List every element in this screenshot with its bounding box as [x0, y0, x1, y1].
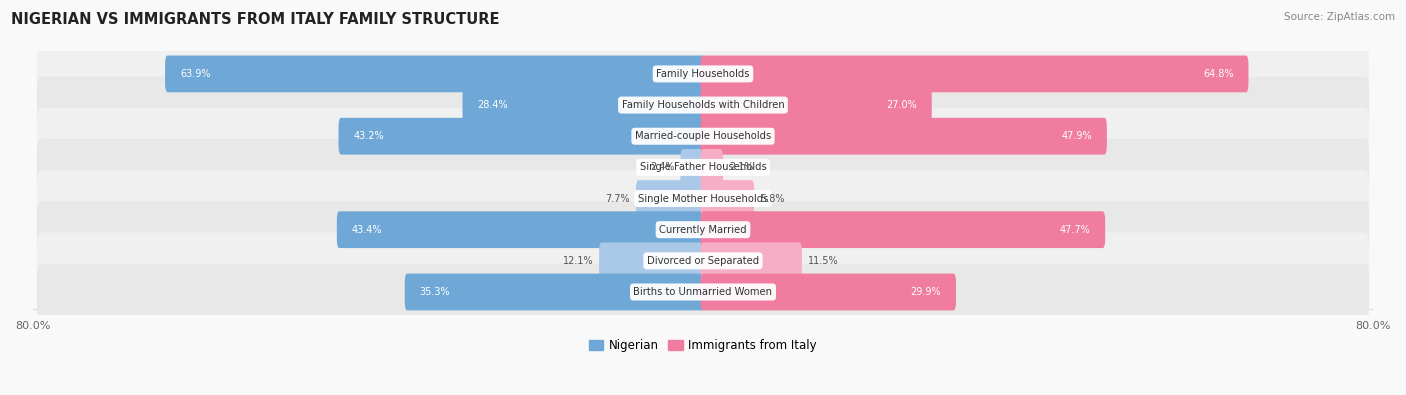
Text: Divorced or Separated: Divorced or Separated — [647, 256, 759, 266]
Text: 7.7%: 7.7% — [606, 194, 630, 203]
Text: 12.1%: 12.1% — [562, 256, 593, 266]
FancyBboxPatch shape — [337, 211, 706, 248]
FancyBboxPatch shape — [37, 263, 1369, 320]
Text: Married-couple Households: Married-couple Households — [636, 131, 770, 141]
FancyBboxPatch shape — [636, 180, 706, 217]
Text: Births to Unmarried Women: Births to Unmarried Women — [634, 287, 772, 297]
FancyBboxPatch shape — [700, 56, 1249, 92]
Text: Family Households with Children: Family Households with Children — [621, 100, 785, 110]
Text: Single Father Households: Single Father Households — [640, 162, 766, 172]
Text: 64.8%: 64.8% — [1204, 69, 1233, 79]
FancyBboxPatch shape — [37, 201, 1369, 258]
Text: 27.0%: 27.0% — [886, 100, 917, 110]
FancyBboxPatch shape — [700, 243, 801, 279]
FancyBboxPatch shape — [681, 149, 706, 186]
Text: Single Mother Households: Single Mother Households — [638, 194, 768, 203]
FancyBboxPatch shape — [599, 243, 706, 279]
Text: 43.4%: 43.4% — [352, 225, 382, 235]
FancyBboxPatch shape — [700, 149, 723, 186]
FancyBboxPatch shape — [37, 77, 1369, 134]
FancyBboxPatch shape — [37, 108, 1369, 165]
FancyBboxPatch shape — [700, 87, 932, 124]
Text: Source: ZipAtlas.com: Source: ZipAtlas.com — [1284, 12, 1395, 22]
Text: 28.4%: 28.4% — [478, 100, 508, 110]
Legend: Nigerian, Immigrants from Italy: Nigerian, Immigrants from Italy — [583, 335, 823, 357]
Text: Currently Married: Currently Married — [659, 225, 747, 235]
Text: Family Households: Family Households — [657, 69, 749, 79]
FancyBboxPatch shape — [37, 233, 1369, 289]
FancyBboxPatch shape — [700, 211, 1105, 248]
FancyBboxPatch shape — [700, 180, 754, 217]
Text: 29.9%: 29.9% — [910, 287, 941, 297]
FancyBboxPatch shape — [700, 274, 956, 310]
Text: 47.7%: 47.7% — [1059, 225, 1090, 235]
Text: 43.2%: 43.2% — [353, 131, 384, 141]
FancyBboxPatch shape — [165, 56, 706, 92]
FancyBboxPatch shape — [339, 118, 706, 154]
FancyBboxPatch shape — [463, 87, 706, 124]
Text: 2.4%: 2.4% — [650, 162, 675, 172]
Text: 11.5%: 11.5% — [807, 256, 838, 266]
FancyBboxPatch shape — [405, 274, 706, 310]
Text: NIGERIAN VS IMMIGRANTS FROM ITALY FAMILY STRUCTURE: NIGERIAN VS IMMIGRANTS FROM ITALY FAMILY… — [11, 12, 499, 27]
Text: 35.3%: 35.3% — [420, 287, 450, 297]
FancyBboxPatch shape — [700, 118, 1107, 154]
Text: 5.8%: 5.8% — [761, 194, 785, 203]
Text: 63.9%: 63.9% — [180, 69, 211, 79]
FancyBboxPatch shape — [37, 170, 1369, 227]
FancyBboxPatch shape — [37, 45, 1369, 102]
FancyBboxPatch shape — [37, 139, 1369, 196]
Text: 47.9%: 47.9% — [1062, 131, 1092, 141]
Text: 2.1%: 2.1% — [728, 162, 754, 172]
